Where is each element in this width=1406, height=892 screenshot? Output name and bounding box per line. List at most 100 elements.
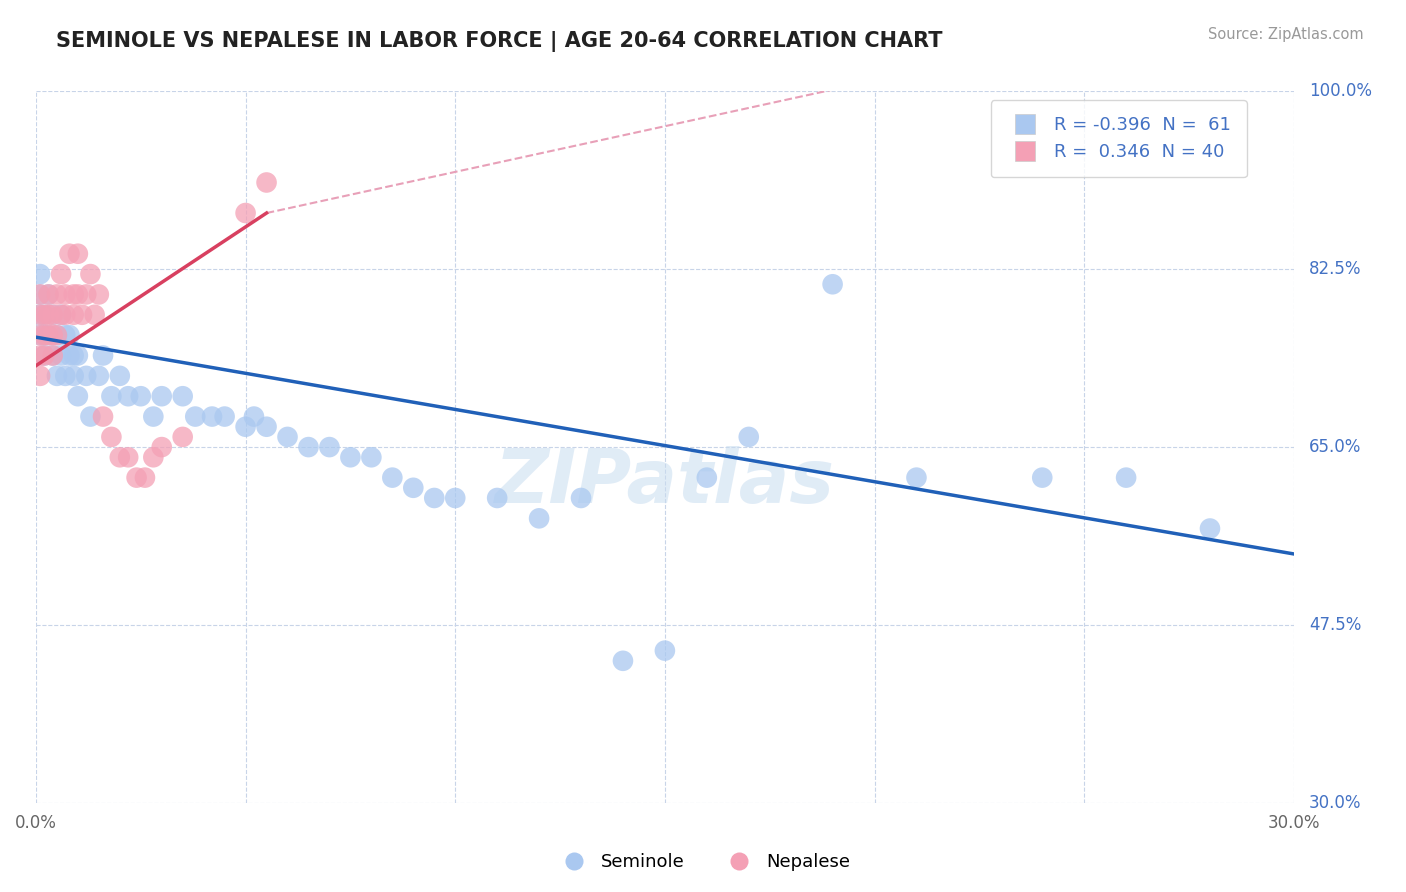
Point: [612, 654, 634, 668]
Point: [41, 349, 63, 363]
Point: [53, 287, 76, 301]
Point: [45, 328, 67, 343]
Text: Source: ZipAtlas.com: Source: ZipAtlas.com: [1208, 27, 1364, 42]
Point: [34, 308, 56, 322]
Point: [423, 491, 446, 505]
Point: [360, 450, 382, 465]
Point: [34, 328, 56, 343]
Text: 82.5%: 82.5%: [1309, 260, 1361, 278]
Point: [66, 389, 89, 403]
Point: [87, 287, 110, 301]
Point: [34, 328, 56, 343]
Point: [339, 450, 361, 465]
Point: [214, 409, 236, 424]
Text: SEMINOLE VS NEPALESE IN LABOR FORCE | AGE 20-64 CORRELATION CHART: SEMINOLE VS NEPALESE IN LABOR FORCE | AG…: [56, 31, 943, 53]
Point: [184, 409, 207, 424]
Point: [318, 440, 340, 454]
Text: ZIPatlas: ZIPatlas: [495, 446, 835, 519]
Point: [66, 246, 89, 260]
Point: [738, 430, 761, 444]
Point: [117, 450, 139, 465]
Legend: R = -0.396  N =  61, R =  0.346  N = 40: R = -0.396 N = 61, R = 0.346 N = 40: [991, 100, 1247, 178]
Point: [53, 328, 76, 343]
Point: [34, 349, 56, 363]
Point: [905, 470, 928, 484]
Point: [117, 389, 139, 403]
Point: [243, 409, 266, 424]
Point: [58, 246, 80, 260]
Point: [1199, 522, 1222, 536]
Point: [70, 308, 93, 322]
Point: [38, 328, 60, 343]
Point: [91, 409, 114, 424]
Point: [66, 287, 89, 301]
Point: [108, 368, 131, 383]
Point: [30, 267, 52, 281]
Point: [38, 287, 60, 301]
Point: [256, 176, 278, 190]
Point: [30, 328, 52, 343]
Point: [62, 349, 84, 363]
Point: [30, 287, 52, 301]
Point: [34, 308, 56, 322]
Point: [49, 349, 72, 363]
Point: [45, 368, 67, 383]
Point: [821, 277, 844, 292]
Point: [58, 349, 80, 363]
Point: [235, 206, 257, 220]
Point: [49, 308, 72, 322]
Point: [256, 419, 278, 434]
Point: [45, 328, 67, 343]
Point: [142, 409, 165, 424]
Point: [66, 349, 89, 363]
Point: [402, 481, 425, 495]
Point: [34, 349, 56, 363]
Point: [100, 430, 122, 444]
Point: [100, 389, 122, 403]
Point: [49, 308, 72, 322]
Point: [79, 267, 101, 281]
Point: [444, 491, 467, 505]
Point: [58, 328, 80, 343]
Point: [91, 349, 114, 363]
Point: [38, 287, 60, 301]
Point: [62, 368, 84, 383]
Point: [142, 450, 165, 465]
Point: [30, 349, 52, 363]
Point: [53, 308, 76, 322]
Point: [297, 440, 319, 454]
Point: [75, 287, 97, 301]
Point: [129, 389, 152, 403]
Point: [30, 368, 52, 383]
Point: [172, 430, 194, 444]
Point: [38, 308, 60, 322]
Point: [172, 389, 194, 403]
Point: [235, 419, 257, 434]
Legend: Seminole, Nepalese: Seminole, Nepalese: [548, 847, 858, 879]
Point: [41, 328, 63, 343]
Point: [53, 368, 76, 383]
Point: [41, 349, 63, 363]
Text: 65.0%: 65.0%: [1309, 438, 1361, 456]
Point: [1115, 470, 1137, 484]
Text: 47.5%: 47.5%: [1309, 616, 1361, 634]
Point: [527, 511, 550, 525]
Text: 30.0%: 30.0%: [1309, 794, 1361, 813]
Point: [276, 430, 298, 444]
Point: [134, 470, 156, 484]
Point: [696, 470, 718, 484]
Point: [41, 308, 63, 322]
Point: [150, 440, 173, 454]
Point: [30, 308, 52, 322]
Point: [75, 368, 97, 383]
Point: [654, 643, 676, 657]
Point: [83, 308, 105, 322]
Point: [381, 470, 404, 484]
Text: 100.0%: 100.0%: [1309, 82, 1372, 100]
Point: [30, 308, 52, 322]
Point: [62, 308, 84, 322]
Point: [62, 287, 84, 301]
Point: [150, 389, 173, 403]
Point: [41, 308, 63, 322]
Point: [79, 409, 101, 424]
